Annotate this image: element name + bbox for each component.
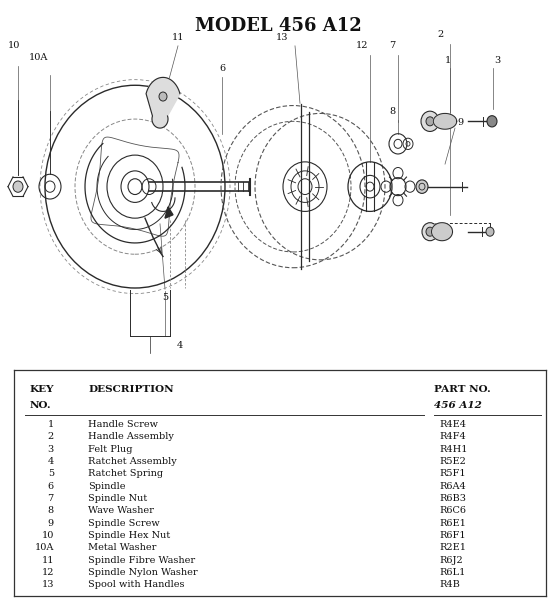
Text: Handle Assembly: Handle Assembly xyxy=(89,432,174,441)
Circle shape xyxy=(440,116,450,127)
Text: 9: 9 xyxy=(457,118,463,127)
Text: KEY: KEY xyxy=(30,385,55,394)
Text: 13: 13 xyxy=(276,34,289,43)
Text: 2: 2 xyxy=(47,432,54,441)
Text: R6F1: R6F1 xyxy=(439,531,466,540)
Text: 8: 8 xyxy=(389,107,395,116)
Text: 3: 3 xyxy=(494,56,500,65)
Text: 2: 2 xyxy=(437,30,443,39)
Text: 1: 1 xyxy=(445,56,451,65)
Text: Wave Washer: Wave Washer xyxy=(89,506,154,515)
Circle shape xyxy=(422,223,438,241)
Text: Spindle Nut: Spindle Nut xyxy=(89,494,148,503)
Text: 4: 4 xyxy=(47,457,54,466)
Text: 1: 1 xyxy=(47,420,54,429)
Text: 12: 12 xyxy=(356,42,368,51)
Polygon shape xyxy=(432,223,452,241)
Text: R4B: R4B xyxy=(439,580,460,589)
Circle shape xyxy=(159,92,167,101)
Circle shape xyxy=(13,181,23,192)
Text: DESCRIPTION: DESCRIPTION xyxy=(89,385,174,394)
Text: 7: 7 xyxy=(389,42,395,51)
Polygon shape xyxy=(433,113,457,129)
Text: Spindle Nylon Washer: Spindle Nylon Washer xyxy=(89,568,198,577)
Text: 7: 7 xyxy=(47,494,54,503)
Text: 11: 11 xyxy=(41,556,54,565)
Text: Ratchet Assembly: Ratchet Assembly xyxy=(89,457,177,466)
Text: 5: 5 xyxy=(48,469,54,478)
Text: 10A: 10A xyxy=(35,543,54,552)
Text: R4E4: R4E4 xyxy=(439,420,466,429)
Text: 9: 9 xyxy=(48,518,54,527)
Text: Metal Washer: Metal Washer xyxy=(89,543,157,552)
Text: R6E1: R6E1 xyxy=(439,518,466,527)
Text: R5F1: R5F1 xyxy=(439,469,466,478)
Text: R4H1: R4H1 xyxy=(439,444,468,453)
Text: 10: 10 xyxy=(8,42,20,51)
Circle shape xyxy=(426,227,434,236)
Text: NO.: NO. xyxy=(30,401,51,410)
Text: R6J2: R6J2 xyxy=(439,556,463,565)
Text: Felt Plug: Felt Plug xyxy=(89,444,133,453)
Polygon shape xyxy=(165,207,173,218)
Text: 11: 11 xyxy=(172,34,184,43)
Text: 8: 8 xyxy=(48,506,54,515)
Polygon shape xyxy=(146,78,180,128)
Text: 10A: 10A xyxy=(28,52,48,61)
Text: R2E1: R2E1 xyxy=(439,543,466,552)
Text: R5E2: R5E2 xyxy=(439,457,466,466)
Circle shape xyxy=(486,227,494,236)
Circle shape xyxy=(416,180,428,193)
Text: 3: 3 xyxy=(47,444,54,453)
Text: MODEL 456 A12: MODEL 456 A12 xyxy=(195,17,362,35)
Text: R6A4: R6A4 xyxy=(439,482,466,491)
Text: Spindle Screw: Spindle Screw xyxy=(89,518,160,527)
Text: Spindle Hex Nut: Spindle Hex Nut xyxy=(89,531,170,540)
Text: R6L1: R6L1 xyxy=(439,568,466,577)
Text: Ratchet Spring: Ratchet Spring xyxy=(89,469,164,478)
Text: 6: 6 xyxy=(48,482,54,491)
Text: 456 A12: 456 A12 xyxy=(434,401,482,410)
Circle shape xyxy=(426,117,434,126)
Text: Spindle: Spindle xyxy=(89,482,126,491)
Circle shape xyxy=(421,111,439,131)
Text: PART NO.: PART NO. xyxy=(434,385,491,394)
Text: Spool with Handles: Spool with Handles xyxy=(89,580,185,589)
Text: 6: 6 xyxy=(219,64,225,73)
Text: R6C6: R6C6 xyxy=(439,506,466,515)
Text: Handle Screw: Handle Screw xyxy=(89,420,158,429)
Circle shape xyxy=(487,116,497,127)
Text: 13: 13 xyxy=(41,580,54,589)
Text: R4F4: R4F4 xyxy=(439,432,466,441)
Text: Spindle Fibre Washer: Spindle Fibre Washer xyxy=(89,556,196,565)
Text: R6B3: R6B3 xyxy=(439,494,466,503)
Text: 5: 5 xyxy=(162,293,168,302)
Text: 4: 4 xyxy=(177,341,183,350)
Text: 10: 10 xyxy=(41,531,54,540)
Text: 12: 12 xyxy=(41,568,54,577)
